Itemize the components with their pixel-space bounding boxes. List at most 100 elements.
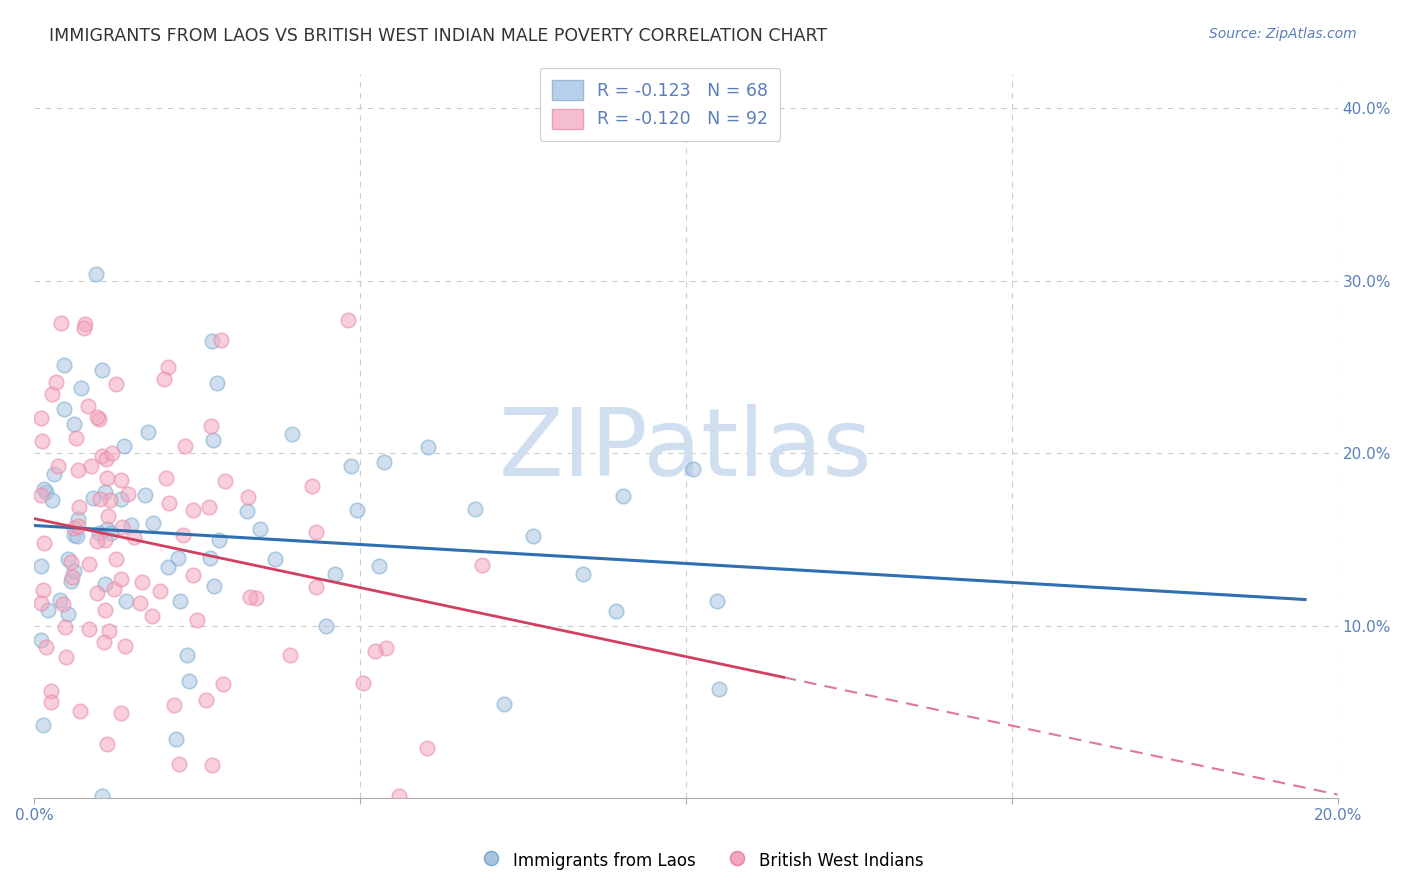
Point [32, 482, 55, 496]
Point [98, 624, 121, 638]
Point [605, 604, 627, 618]
Point [110, 473, 132, 487]
Point [301, 479, 323, 493]
Point [94, 485, 117, 500]
Point [214, 474, 236, 488]
Point [84, 267, 107, 281]
Point [45, 375, 67, 389]
Point [39, 695, 62, 709]
Point [323, 566, 346, 581]
Point [65, 432, 87, 446]
Point [100, 525, 122, 540]
Point [249, 522, 271, 536]
Point [280, 648, 302, 662]
Point [35, 484, 58, 499]
Point [96, 452, 118, 467]
Point [62, 528, 84, 542]
Point [86, 586, 108, 600]
Point [522, 529, 544, 543]
Point [63, 417, 86, 431]
Point [177, 673, 200, 688]
Point [114, 639, 136, 653]
Point [110, 573, 132, 587]
Point [239, 591, 262, 605]
Point [86, 533, 108, 548]
Point [186, 613, 208, 627]
Point [32, 582, 55, 597]
Point [91, 449, 114, 463]
Point [128, 596, 150, 610]
Point [363, 644, 385, 658]
Point [89, 492, 111, 507]
Point [201, 433, 224, 447]
Point [235, 504, 257, 518]
Point [464, 502, 486, 516]
Point [155, 471, 177, 485]
Point [315, 618, 337, 632]
Point [53, 401, 76, 416]
Point [682, 462, 704, 476]
Point [63, 565, 86, 579]
Point [352, 676, 374, 690]
Point [82, 491, 104, 506]
Point [134, 487, 156, 501]
Point [169, 593, 191, 607]
Point [163, 698, 186, 712]
Point [416, 441, 439, 455]
Point [117, 487, 139, 501]
Point [346, 503, 368, 517]
Text: Source: ZipAtlas.com: Source: ZipAtlas.com [1209, 27, 1357, 41]
Point [156, 360, 179, 375]
Point [77, 623, 100, 637]
Point [77, 557, 100, 571]
Text: ZIPatlas: ZIPatlas [499, 404, 873, 496]
Point [66, 462, 89, 476]
Point [201, 334, 224, 348]
Point [149, 584, 172, 599]
Point [115, 594, 138, 608]
Point [612, 490, 634, 504]
Point [212, 677, 235, 691]
Point [172, 528, 194, 542]
Point [90, 789, 112, 804]
Point [209, 333, 232, 347]
Point [492, 698, 515, 712]
Point [122, 530, 145, 544]
Point [169, 757, 191, 772]
Point [32, 536, 55, 550]
Point [32, 717, 55, 731]
Point [30, 559, 52, 574]
Point [176, 648, 198, 663]
Point [198, 551, 221, 566]
Point [55, 649, 77, 664]
Point [59, 574, 82, 589]
Point [31, 434, 53, 448]
Point [198, 500, 221, 515]
Point [41, 492, 63, 507]
Point [96, 471, 118, 485]
Point [157, 496, 180, 510]
Point [142, 516, 165, 531]
Point [706, 593, 728, 607]
Point [44, 467, 66, 481]
Point [153, 372, 176, 386]
Point [51, 597, 73, 611]
Point [86, 409, 108, 424]
Point [87, 525, 110, 540]
Point [471, 558, 494, 572]
Point [368, 558, 391, 573]
Point [66, 529, 89, 543]
Point [49, 592, 72, 607]
Point [96, 738, 118, 752]
Point [181, 502, 204, 516]
Point [75, 318, 97, 332]
Point [35, 640, 58, 655]
Point [110, 706, 132, 720]
Point [110, 520, 132, 534]
Point [104, 552, 127, 566]
Point [141, 609, 163, 624]
Point [30, 633, 52, 648]
Point [373, 455, 395, 469]
Point [56, 607, 79, 622]
Point [87, 412, 110, 426]
